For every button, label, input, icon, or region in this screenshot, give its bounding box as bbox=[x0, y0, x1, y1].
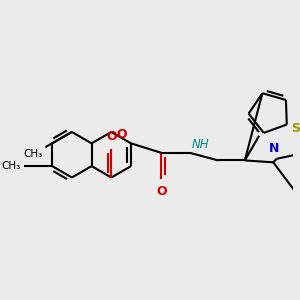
Text: CH₃: CH₃ bbox=[2, 161, 21, 171]
Text: O: O bbox=[156, 185, 167, 198]
Text: CH₃: CH₃ bbox=[23, 149, 43, 159]
Text: S: S bbox=[292, 122, 300, 135]
Text: N: N bbox=[269, 142, 279, 155]
Text: O: O bbox=[106, 130, 117, 143]
Text: O: O bbox=[116, 128, 127, 141]
Text: NH: NH bbox=[192, 138, 209, 151]
